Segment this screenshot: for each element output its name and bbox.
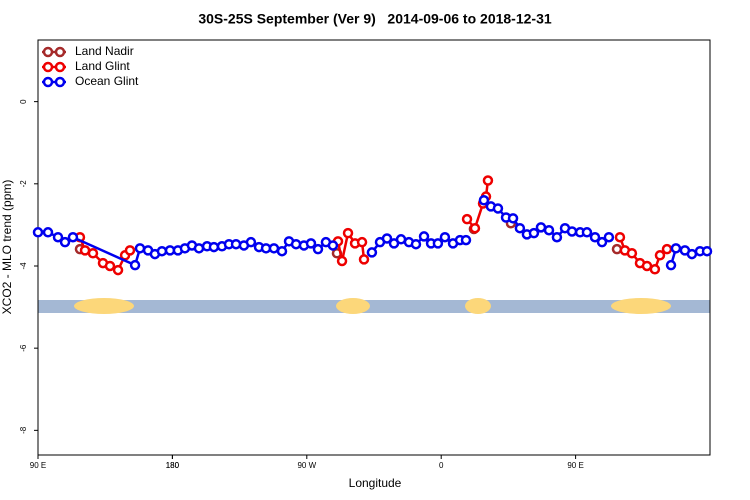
- point: [230, 238, 242, 250]
- point: [492, 203, 504, 214]
- y-tick-label: -8: [19, 426, 28, 434]
- point: [358, 254, 370, 265]
- legend-marker: [54, 46, 66, 58]
- point: [268, 243, 280, 254]
- x-tick-label: 180: [166, 461, 180, 470]
- land-patch: [74, 298, 134, 314]
- x-tick-label: 90 E: [567, 461, 583, 470]
- y-tick-label: -6: [19, 344, 28, 352]
- point: [381, 233, 393, 244]
- point: [104, 260, 116, 272]
- point: [543, 224, 555, 236]
- point: [342, 227, 354, 239]
- point: [156, 245, 168, 257]
- point: [665, 259, 677, 271]
- point: [551, 231, 563, 243]
- point: [67, 231, 79, 243]
- point: [87, 248, 99, 259]
- point: [535, 222, 547, 233]
- point: [410, 238, 422, 250]
- point: [134, 243, 146, 254]
- legend-label: Ocean Glint: [75, 74, 139, 88]
- point: [461, 213, 473, 225]
- point: [439, 231, 451, 243]
- point: [654, 250, 666, 261]
- point: [469, 222, 481, 234]
- point: [686, 248, 698, 260]
- point: [276, 245, 288, 257]
- point: [596, 236, 608, 248]
- point: [366, 247, 378, 258]
- point: [290, 238, 302, 250]
- x-tick-label: 90 E: [30, 461, 46, 470]
- legend-marker: [42, 46, 54, 58]
- point: [418, 231, 430, 242]
- legend-label: Land Nadir: [75, 44, 134, 58]
- point: [611, 243, 623, 255]
- point: [649, 264, 661, 275]
- point: [193, 243, 205, 254]
- point: [129, 259, 141, 271]
- point: [514, 222, 526, 234]
- point: [124, 245, 136, 256]
- y-tick-label: -4: [19, 262, 28, 270]
- point: [59, 236, 71, 248]
- point: [478, 194, 490, 206]
- point: [482, 175, 494, 186]
- land-patch: [611, 298, 671, 314]
- legend-label: Land Glint: [75, 59, 130, 73]
- land-patch: [336, 298, 370, 314]
- legend-marker: [54, 61, 66, 73]
- land-band: [38, 298, 710, 314]
- point: [528, 227, 540, 239]
- point: [589, 231, 601, 243]
- legend-marker: [54, 76, 66, 88]
- point: [52, 231, 64, 243]
- chart-title: 30S-25S September (Ver 9) 2014-09-06 to …: [198, 11, 552, 27]
- point: [670, 243, 682, 254]
- point: [507, 213, 519, 224]
- point: [245, 236, 257, 248]
- y-axis-label: XCO2 - MLO trend (ppm): [0, 180, 14, 315]
- point: [112, 264, 124, 276]
- x-tick-label: 180: [166, 461, 180, 470]
- y-tick-label: 0: [19, 99, 28, 104]
- point: [432, 238, 444, 249]
- point: [327, 240, 339, 251]
- point: [701, 245, 713, 257]
- point: [305, 238, 317, 249]
- x-tick-label: 0: [439, 461, 444, 470]
- x-axis-label: Longitude: [349, 476, 402, 490]
- legend-marker: [42, 76, 54, 88]
- point: [603, 231, 615, 243]
- point: [626, 248, 638, 259]
- point: [32, 227, 44, 238]
- point: [208, 241, 220, 253]
- point: [460, 234, 472, 246]
- point: [661, 243, 673, 255]
- land-patch: [465, 298, 491, 314]
- point: [566, 226, 578, 237]
- point: [42, 227, 54, 238]
- point: [614, 231, 626, 243]
- point: [336, 255, 348, 267]
- legend-marker: [42, 61, 54, 73]
- point: [581, 227, 593, 238]
- x-tick-label: 90 W: [297, 461, 316, 470]
- ocean-strip: [38, 300, 710, 313]
- point: [312, 243, 324, 255]
- y-tick-label: -2: [19, 180, 28, 188]
- point: [356, 236, 368, 248]
